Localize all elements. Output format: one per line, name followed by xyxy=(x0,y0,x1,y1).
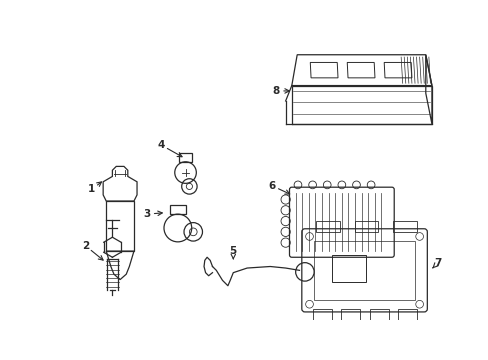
Bar xyxy=(331,255,366,282)
Bar xyxy=(393,221,416,232)
Text: 8: 8 xyxy=(272,86,280,96)
Bar xyxy=(354,221,377,232)
Bar xyxy=(369,309,388,320)
Text: 1: 1 xyxy=(88,184,95,194)
Text: 4: 4 xyxy=(157,140,164,150)
Bar xyxy=(313,241,414,300)
Text: 6: 6 xyxy=(267,181,275,191)
Bar xyxy=(397,309,416,320)
Text: 3: 3 xyxy=(143,209,150,219)
Text: 5: 5 xyxy=(229,246,236,256)
Bar xyxy=(341,309,360,320)
Bar xyxy=(312,309,331,320)
Text: 2: 2 xyxy=(81,241,89,251)
Bar xyxy=(316,221,339,232)
Text: 7: 7 xyxy=(433,258,441,267)
